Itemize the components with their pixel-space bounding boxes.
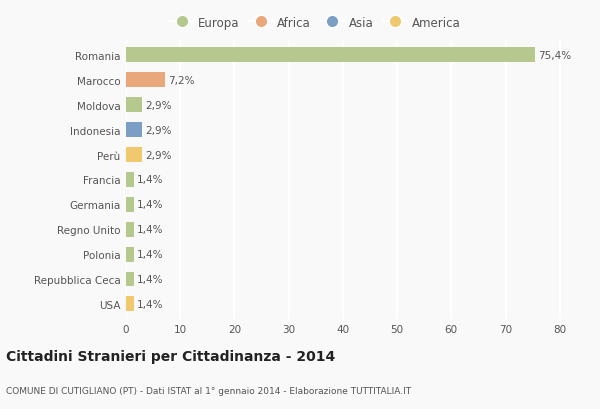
Bar [126,272,134,287]
Text: COMUNE DI CUTIGLIANO (PT) - Dati ISTAT al 1° gennaio 2014 - Elaborazione TUTTITA: COMUNE DI CUTIGLIANO (PT) - Dati ISTAT a… [6,386,411,395]
Bar [126,48,535,63]
Text: 2,9%: 2,9% [145,125,172,135]
Text: 2,9%: 2,9% [145,150,172,160]
Legend: Europa, Africa, Asia, America: Europa, Africa, Asia, America [170,16,460,29]
Text: 7,2%: 7,2% [168,76,195,85]
Bar [126,123,142,138]
Bar [126,98,142,113]
Text: 1,4%: 1,4% [137,200,163,210]
Text: 75,4%: 75,4% [538,51,571,61]
Text: 1,4%: 1,4% [137,299,163,309]
Bar [126,73,165,88]
Text: 1,4%: 1,4% [137,225,163,235]
Bar [126,197,134,212]
Text: 1,4%: 1,4% [137,175,163,185]
Text: Cittadini Stranieri per Cittadinanza - 2014: Cittadini Stranieri per Cittadinanza - 2… [6,349,335,363]
Bar [126,297,134,312]
Bar [126,148,142,162]
Bar [126,173,134,187]
Text: 1,4%: 1,4% [137,274,163,284]
Text: 1,4%: 1,4% [137,249,163,259]
Bar [126,222,134,237]
Text: 2,9%: 2,9% [145,101,172,110]
Bar [126,247,134,262]
